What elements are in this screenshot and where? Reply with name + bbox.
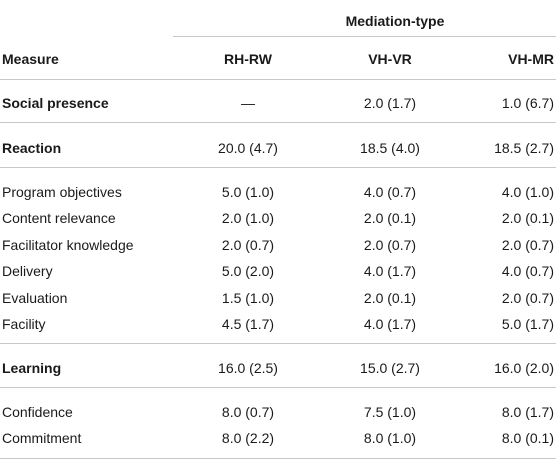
section-rule (0, 343, 556, 344)
table-cell: 2.0 (0.7) (363, 237, 417, 253)
table-cell: 5.0 (1.7) (501, 316, 554, 332)
row-label: Commitment (2, 430, 82, 446)
table-cell: 4.0 (1.7) (363, 263, 417, 279)
table-cell: 1.0 (6.7) (501, 95, 554, 111)
table-cell: 4.0 (1.7) (363, 316, 417, 332)
row-label: Program objectives (2, 184, 122, 200)
table-cell: 2.0 (0.7) (221, 237, 275, 253)
table-cell: 1.5 (1.0) (221, 290, 275, 306)
table-cell: 15.0 (2.7) (360, 360, 420, 376)
table-cell: 18.5 (2.7) (494, 140, 554, 156)
row-label: Learning (2, 360, 62, 376)
measure-header: Measure (2, 51, 59, 67)
table-cell: 8.0 (2.2) (221, 430, 275, 446)
bottom-rule (0, 458, 556, 459)
column-header-vh-vr: VH-VR (368, 51, 412, 67)
table-cell: 8.0 (1.0) (363, 430, 417, 446)
table-cell: 2.0 (0.1) (363, 210, 417, 226)
table-cell: 2.0 (1.0) (221, 210, 275, 226)
row-label: Social presence (2, 95, 109, 111)
table-cell: 16.0 (2.5) (218, 360, 278, 376)
table-cell: 8.0 (1.7) (501, 404, 554, 420)
row-label: Delivery (2, 263, 53, 279)
table-cell: 16.0 (2.0) (494, 360, 554, 376)
row-label: Reaction (2, 140, 62, 156)
table-cell: 8.0 (0.7) (221, 404, 275, 420)
table-cell: 8.0 (0.1) (501, 430, 554, 446)
row-label: Content relevance (2, 210, 116, 226)
row-label: Facilitator knowledge (2, 237, 134, 253)
row-label: Evaluation (2, 290, 68, 306)
table-cell: 5.0 (1.0) (221, 184, 275, 200)
table-cell: 4.0 (0.7) (501, 263, 554, 279)
table-cell: 20.0 (4.7) (218, 140, 278, 156)
column-header-vh-mr: VH-MR (508, 51, 554, 67)
row-label: Confidence (2, 404, 73, 420)
table-cell: 4.0 (1.0) (501, 184, 554, 200)
table-cell: 4.5 (1.7) (221, 316, 275, 332)
group-header: Mediation-type (345, 13, 445, 29)
table-cell: 18.5 (4.0) (360, 140, 420, 156)
column-header-rh-rw: RH-RW (224, 51, 272, 67)
section-rule (0, 387, 556, 388)
table-cell: 2.0 (0.7) (501, 290, 554, 306)
group-header-rule (173, 36, 556, 37)
table-cell: 2.0 (0.7) (501, 237, 554, 253)
table-cell: 2.0 (0.1) (363, 290, 417, 306)
section-rule (0, 167, 556, 168)
section-rule (0, 122, 556, 123)
table-cell: 5.0 (2.0) (221, 263, 275, 279)
row-label: Facility (2, 316, 46, 332)
table-cell: — (241, 95, 255, 111)
table-cell: 4.0 (0.7) (363, 184, 417, 200)
table-cell: 2.0 (1.7) (363, 95, 417, 111)
table-cell: 2.0 (0.1) (501, 210, 554, 226)
table-cell: 7.5 (1.0) (363, 404, 417, 420)
header-rule (0, 79, 556, 80)
